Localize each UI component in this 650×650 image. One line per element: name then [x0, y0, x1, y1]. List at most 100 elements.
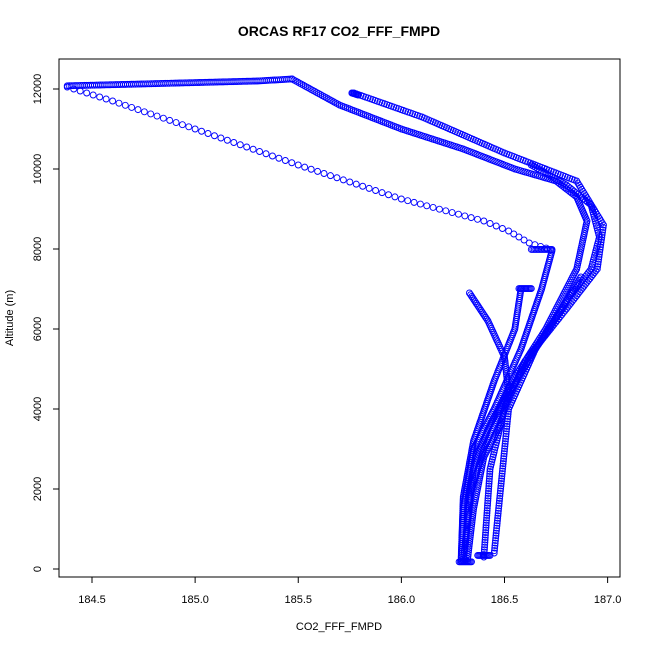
x-tick-label: 185.5 — [284, 594, 312, 606]
data-point — [352, 180, 360, 188]
data-point — [486, 465, 494, 473]
data-point — [483, 509, 491, 517]
data-point — [467, 291, 475, 299]
data-point — [223, 136, 231, 144]
data-point — [477, 307, 485, 314]
data-point — [482, 521, 490, 529]
data-point — [484, 494, 492, 502]
data-point — [471, 298, 479, 306]
data-point — [513, 377, 520, 385]
data-point — [288, 159, 296, 167]
data-point — [491, 544, 499, 552]
data-point — [484, 502, 491, 510]
data-point — [501, 355, 509, 363]
y-tick-label: 8000 — [32, 237, 44, 261]
data-point — [468, 516, 476, 524]
data-point — [486, 551, 494, 559]
data-point — [502, 435, 510, 443]
data-point — [499, 460, 507, 468]
data-point — [327, 172, 334, 180]
data-point — [481, 536, 489, 544]
data-point — [236, 141, 244, 149]
data-point — [481, 533, 489, 541]
data-point — [485, 480, 493, 488]
data-point — [594, 258, 602, 266]
data-point — [320, 170, 328, 177]
data-point — [204, 130, 212, 137]
x-tick-label: 186.5 — [491, 594, 519, 606]
data-point — [492, 527, 500, 535]
data-point — [575, 276, 583, 284]
y-tick-label: 2000 — [32, 477, 44, 501]
y-tick-label: 6000 — [32, 317, 44, 341]
data-point — [466, 535, 474, 543]
data-point — [571, 283, 579, 291]
data-point — [474, 301, 482, 309]
data-point — [492, 534, 500, 542]
data-point — [482, 314, 490, 321]
data-point — [416, 200, 424, 208]
data-point — [465, 544, 473, 552]
data-point — [498, 470, 506, 477]
y-axis-label: Altitude (m) — [4, 290, 16, 346]
data-point — [497, 485, 505, 492]
data-point — [495, 497, 503, 505]
data-point — [490, 547, 498, 554]
data-point — [486, 467, 494, 475]
data-point — [564, 295, 572, 303]
data-point — [483, 514, 491, 522]
data-point — [339, 176, 347, 184]
data-point — [518, 369, 525, 376]
data-point — [301, 163, 309, 171]
data-point — [497, 482, 505, 490]
data-point — [185, 123, 193, 131]
data-point — [566, 292, 574, 299]
data-point — [494, 509, 502, 517]
data-point — [467, 529, 475, 537]
data-point — [333, 174, 341, 182]
data-point — [436, 205, 443, 213]
data-point — [217, 134, 225, 142]
data-point — [576, 275, 584, 283]
data-point — [495, 504, 503, 512]
data-point — [102, 95, 110, 103]
data-point — [468, 520, 476, 528]
data-point — [457, 549, 465, 557]
data-point — [385, 191, 392, 199]
data-point — [509, 384, 516, 392]
data-point — [275, 154, 283, 162]
data-point — [520, 365, 527, 373]
data-point — [346, 178, 354, 186]
data-point — [492, 529, 500, 537]
data-point — [429, 204, 437, 211]
data-point — [486, 470, 494, 478]
data-point — [569, 287, 577, 294]
data-point — [483, 507, 491, 515]
data-point — [469, 294, 477, 302]
data-point — [469, 507, 477, 515]
data-point — [560, 302, 568, 310]
data-point — [468, 518, 476, 526]
data-point — [481, 541, 489, 549]
data-point — [502, 427, 510, 435]
data-point — [243, 143, 251, 151]
data-point — [485, 487, 492, 495]
data-point — [140, 108, 148, 116]
data-point — [530, 347, 538, 355]
data-point — [572, 281, 580, 289]
data-point — [467, 214, 475, 222]
data-point — [514, 375, 521, 383]
data-point — [115, 99, 123, 107]
data-point — [485, 475, 493, 483]
data-point — [480, 217, 488, 225]
data-point — [574, 278, 582, 286]
data-point — [493, 524, 501, 532]
data-point — [595, 255, 603, 263]
data-point — [525, 239, 533, 247]
data-point — [147, 110, 155, 118]
data-point — [172, 119, 180, 126]
data-point — [565, 293, 573, 301]
data-point — [498, 467, 506, 475]
data-point — [485, 477, 493, 485]
data-point — [486, 472, 493, 480]
